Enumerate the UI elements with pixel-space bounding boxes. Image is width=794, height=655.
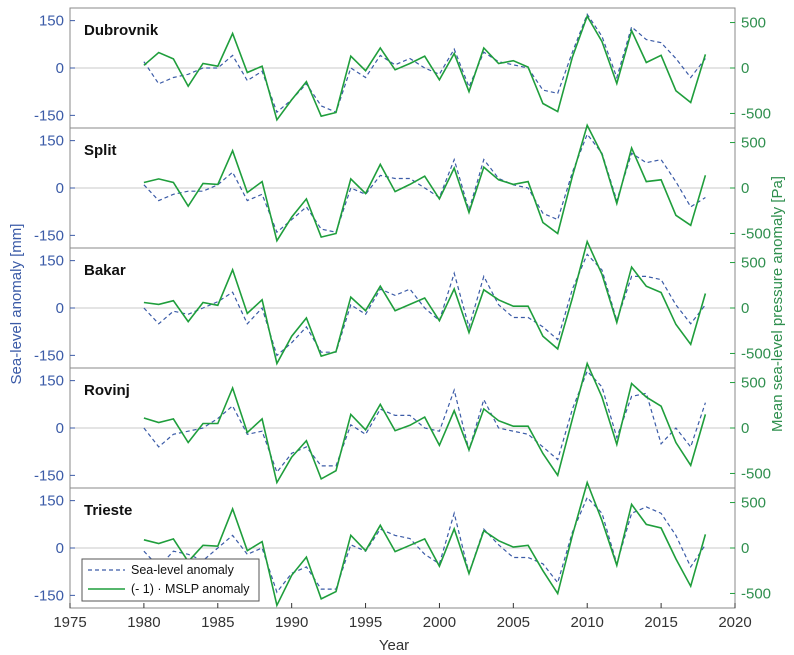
x-tick-label: 2020 [718, 614, 751, 631]
series-line-sea-level [143, 133, 706, 234]
series-line-mslp [143, 479, 707, 608]
y-tick-label-right: 500 [741, 495, 766, 512]
panel-dubrovnik: -150 0 150 -500 0 500 Dubrovnik [34, 7, 771, 129]
series-line-mslp [143, 239, 707, 366]
station-label: Bakar [84, 262, 126, 279]
y-tick-label-right: -500 [741, 225, 771, 242]
y-axis-label-right: Mean sea-level pressure anomaly [Pa] [769, 176, 786, 432]
y-tick-label-right: 500 [741, 255, 766, 272]
series-line-mslp [143, 14, 707, 122]
y-tick-label-right: -500 [741, 585, 771, 602]
y-tick-label-right: 500 [741, 135, 766, 152]
x-tick-label: 1980 [127, 614, 160, 631]
legend-box [81, 558, 260, 602]
legend-label-sea-level: Sea-level anomaly [131, 563, 235, 577]
series-line-mslp [143, 361, 707, 485]
y-tick-label-right: -500 [741, 465, 771, 482]
y-tick-label-right: 0 [741, 540, 749, 557]
x-axis: 1975 1980 1985 1990 1995 2000 2005 2010 2015 2020 [53, 603, 752, 631]
series-line-sea-level [143, 13, 706, 114]
x-tick-label: 1990 [275, 614, 308, 631]
panels-group: -150 0 150 -500 0 500 Dubrovnik -150 0 150 -500 0 50… [34, 7, 771, 609]
y-tick-label-right: 0 [741, 300, 749, 317]
station-label: Split [84, 142, 117, 159]
legend: Sea-level anomaly (- 1) · MSLP anomaly [81, 558, 260, 602]
y-tick-label-right: 500 [741, 375, 766, 392]
y-tick-label-left: 150 [39, 493, 64, 510]
y-axis-label-left: Sea-level anomaly [mm] [8, 224, 25, 385]
panel-rovinj: -150 0 150 -500 0 500 Rovinj [34, 361, 771, 489]
station-label: Rovinj [84, 382, 130, 399]
x-tick-label: 2010 [571, 614, 604, 631]
y-tick-label-left: 0 [56, 300, 64, 317]
station-label: Dubrovnik [84, 22, 159, 39]
x-tick-label: 1995 [349, 614, 382, 631]
x-tick-label: 1985 [201, 614, 234, 631]
y-tick-label-right: 0 [741, 60, 749, 77]
y-tick-label-right: -500 [741, 345, 771, 362]
y-tick-label-left: -150 [34, 587, 64, 604]
y-tick-label-left: 0 [56, 180, 64, 197]
panel-split: -150 0 150 -500 0 500 Split [34, 123, 771, 249]
y-tick-label-left: 0 [56, 420, 64, 437]
panel-bakar: -150 0 150 -500 0 500 Bakar [34, 239, 771, 369]
y-tick-label-left: 150 [39, 133, 64, 150]
y-tick-label-left: -150 [34, 467, 64, 484]
y-tick-label-left: -150 [34, 347, 64, 364]
y-tick-label-left: 150 [39, 13, 64, 30]
x-tick-label: 1975 [53, 614, 86, 631]
legend-label-mslp: (- 1) · MSLP anomaly [131, 582, 250, 596]
y-tick-label-left: 0 [56, 60, 64, 77]
panel-trieste: -150 0 150 -500 0 500 Trieste [34, 479, 771, 609]
y-tick-label-left: 150 [39, 253, 64, 270]
y-tick-label-right: -500 [741, 105, 771, 122]
y-tick-label-left: -150 [34, 227, 64, 244]
x-tick-label: 2000 [423, 614, 456, 631]
y-tick-label-left: 0 [56, 540, 64, 557]
x-tick-label: 2005 [497, 614, 530, 631]
series-line-mslp [143, 123, 707, 243]
y-tick-label-left: -150 [34, 107, 64, 124]
y-tick-label-left: 150 [39, 373, 64, 390]
station-label: Trieste [84, 502, 132, 519]
x-tick-label: 2015 [644, 614, 677, 631]
series-line-sea-level [143, 496, 706, 594]
y-tick-label-right: 0 [741, 420, 749, 437]
series-line-sea-level [143, 370, 706, 474]
y-tick-label-right: 500 [741, 15, 766, 32]
x-axis-label: Year [379, 637, 409, 654]
y-tick-label-right: 0 [741, 180, 749, 197]
